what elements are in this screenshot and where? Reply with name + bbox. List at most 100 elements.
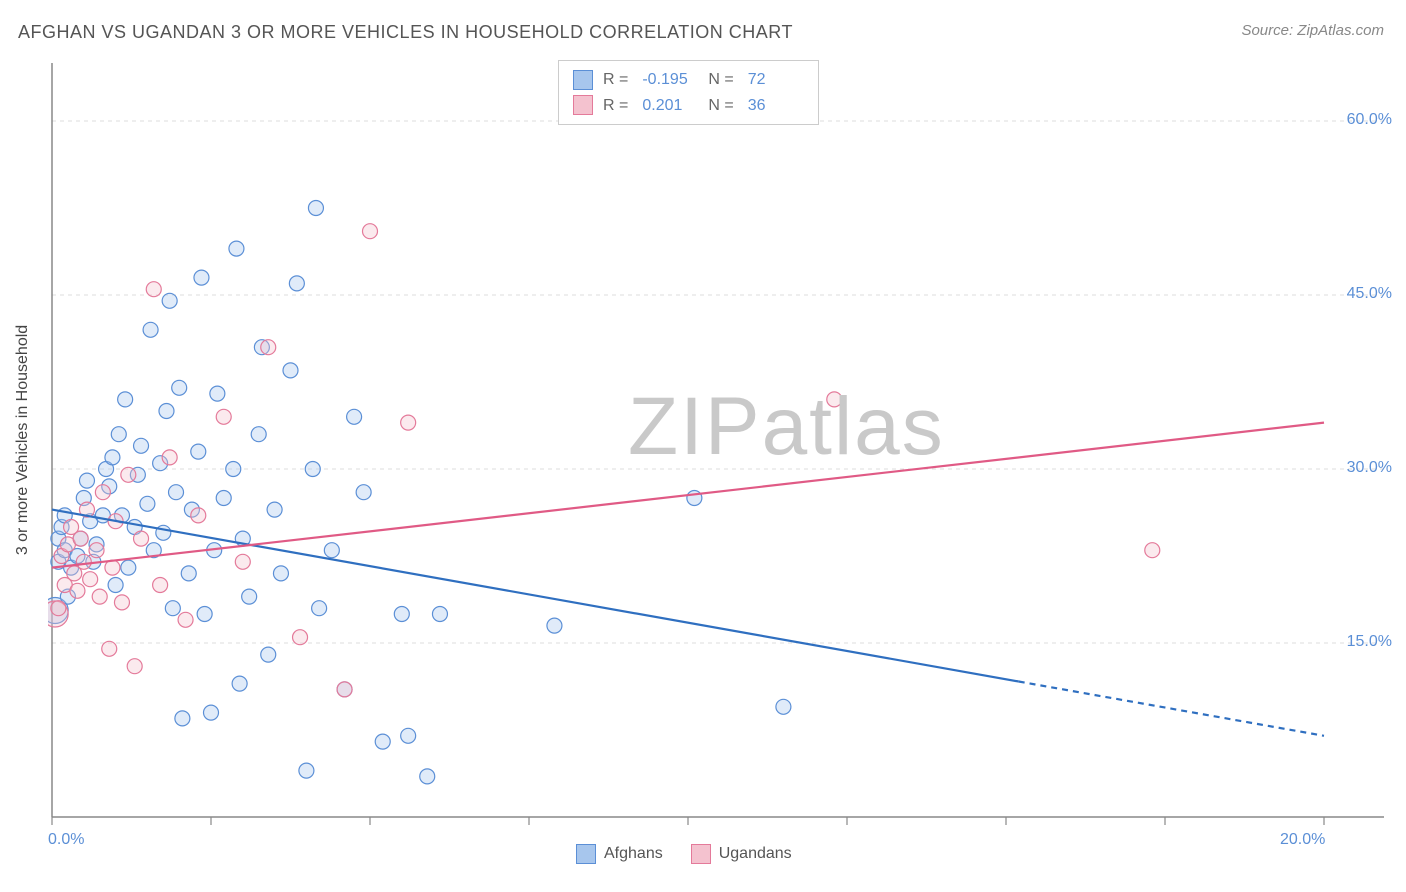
data-point bbox=[305, 462, 320, 477]
data-point bbox=[204, 705, 219, 720]
legend-swatch bbox=[573, 70, 593, 90]
data-point bbox=[92, 589, 107, 604]
data-point bbox=[165, 601, 180, 616]
data-point bbox=[134, 531, 149, 546]
data-point bbox=[293, 630, 308, 645]
legend-r-label: R = bbox=[603, 67, 628, 93]
data-point bbox=[229, 241, 244, 256]
data-point bbox=[118, 392, 133, 407]
data-point bbox=[134, 438, 149, 453]
legend-series-item: Ugandans bbox=[691, 844, 792, 864]
data-point bbox=[175, 711, 190, 726]
legend-series-label: Ugandans bbox=[719, 845, 792, 863]
x-tick-label: 0.0% bbox=[48, 831, 84, 849]
data-point bbox=[226, 462, 241, 477]
x-tick-label: 20.0% bbox=[1280, 831, 1325, 849]
legend-n-value: 72 bbox=[748, 67, 804, 93]
legend-r-value: 0.201 bbox=[642, 93, 698, 119]
data-point bbox=[105, 450, 120, 465]
chart-title: AFGHAN VS UGANDAN 3 OR MORE VEHICLES IN … bbox=[18, 22, 793, 43]
data-point bbox=[401, 415, 416, 430]
data-point bbox=[216, 491, 231, 506]
series-legend: Afghans Ugandans bbox=[576, 844, 792, 864]
data-point bbox=[76, 554, 91, 569]
legend-correlation-row: R = -0.195 N = 72 bbox=[573, 67, 804, 93]
data-point bbox=[210, 386, 225, 401]
data-point bbox=[1145, 543, 1160, 558]
data-point bbox=[108, 578, 123, 593]
y-axis-label: 3 or more Vehicles in Household bbox=[14, 325, 32, 555]
data-point bbox=[143, 322, 158, 337]
data-point bbox=[308, 201, 323, 216]
legend-series-item: Afghans bbox=[576, 844, 663, 864]
data-point bbox=[283, 363, 298, 378]
data-point bbox=[337, 682, 352, 697]
data-point bbox=[242, 589, 257, 604]
data-point bbox=[420, 769, 435, 784]
data-point bbox=[191, 508, 206, 523]
data-point bbox=[83, 572, 98, 587]
data-point bbox=[232, 676, 247, 691]
chart-container: AFGHAN VS UGANDAN 3 OR MORE VEHICLES IN … bbox=[0, 0, 1406, 892]
legend-swatch bbox=[576, 844, 596, 864]
regression-line bbox=[52, 423, 1324, 568]
data-point bbox=[324, 543, 339, 558]
data-point bbox=[102, 641, 117, 656]
data-point bbox=[432, 607, 447, 622]
data-point bbox=[356, 485, 371, 500]
data-point bbox=[146, 282, 161, 297]
data-point bbox=[169, 485, 184, 500]
data-point bbox=[79, 473, 94, 488]
data-point bbox=[153, 578, 168, 593]
data-point bbox=[51, 601, 66, 616]
data-point bbox=[95, 485, 110, 500]
regression-line bbox=[52, 510, 1019, 682]
data-point bbox=[121, 467, 136, 482]
data-point bbox=[140, 496, 155, 511]
legend-r-label: R = bbox=[603, 93, 628, 119]
legend-series-label: Afghans bbox=[604, 845, 663, 863]
legend-n-label: N = bbox=[708, 67, 733, 93]
data-point bbox=[267, 502, 282, 517]
data-point bbox=[251, 427, 266, 442]
y-tick-label: 60.0% bbox=[1347, 111, 1392, 129]
data-point bbox=[73, 531, 88, 546]
legend-n-value: 36 bbox=[748, 93, 804, 119]
data-point bbox=[299, 763, 314, 778]
y-tick-label: 30.0% bbox=[1347, 459, 1392, 477]
data-point bbox=[181, 566, 196, 581]
legend-r-value: -0.195 bbox=[642, 67, 698, 93]
data-point bbox=[261, 340, 276, 355]
data-point bbox=[401, 728, 416, 743]
data-point bbox=[197, 607, 212, 622]
data-point bbox=[347, 409, 362, 424]
data-point bbox=[375, 734, 390, 749]
data-point bbox=[289, 276, 304, 291]
data-point bbox=[261, 647, 276, 662]
data-point bbox=[194, 270, 209, 285]
data-point bbox=[89, 543, 104, 558]
data-point bbox=[827, 392, 842, 407]
data-point bbox=[547, 618, 562, 633]
legend-n-label: N = bbox=[708, 93, 733, 119]
legend-swatch bbox=[573, 95, 593, 115]
data-point bbox=[111, 427, 126, 442]
data-point bbox=[273, 566, 288, 581]
legend-swatch bbox=[691, 844, 711, 864]
y-tick-label: 15.0% bbox=[1347, 633, 1392, 651]
data-point bbox=[191, 444, 206, 459]
data-point bbox=[776, 699, 791, 714]
legend-correlation-row: R = 0.201 N = 36 bbox=[573, 93, 804, 119]
correlation-legend: R = -0.195 N = 72 R = 0.201 N = 36 bbox=[558, 60, 819, 125]
y-tick-label: 45.0% bbox=[1347, 285, 1392, 303]
regression-line-extrapolated bbox=[1019, 682, 1324, 736]
data-point bbox=[70, 583, 85, 598]
data-point bbox=[114, 595, 129, 610]
data-point bbox=[178, 612, 193, 627]
data-point bbox=[312, 601, 327, 616]
data-point bbox=[121, 560, 136, 575]
data-point bbox=[394, 607, 409, 622]
scatter-plot bbox=[48, 55, 1384, 825]
source-attribution: Source: ZipAtlas.com bbox=[1241, 22, 1384, 39]
data-point bbox=[159, 404, 174, 419]
